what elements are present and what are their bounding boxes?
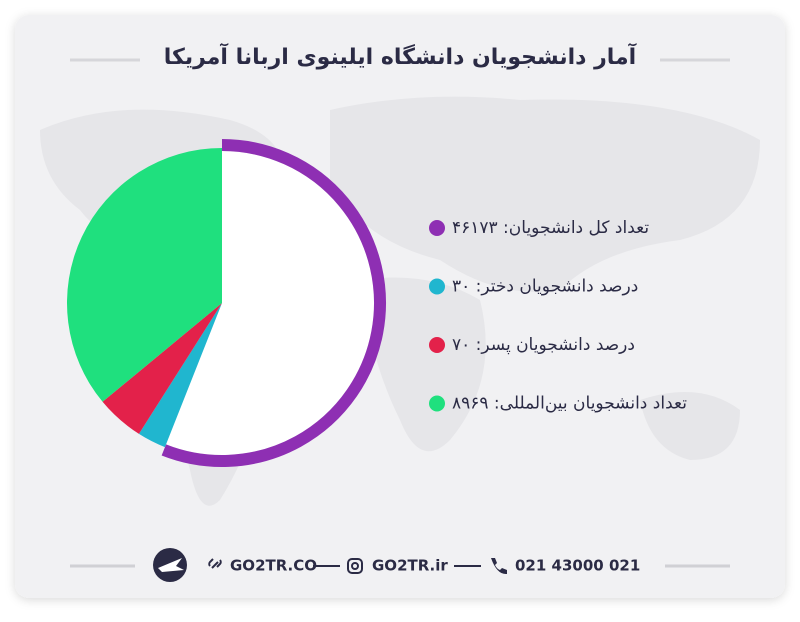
pie xyxy=(66,139,386,467)
legend-label: تعداد کل دانشجویان: ۴۶۱۷۳ xyxy=(452,218,649,238)
pie-slice xyxy=(102,303,222,434)
instagram: GO2TR.ir xyxy=(372,557,448,575)
legend: تعداد کل دانشجویان: ۴۶۱۷۳ درصد دانشجویان … xyxy=(429,218,687,414)
legend-swatch xyxy=(429,220,445,236)
pie-slice-rim xyxy=(161,139,386,467)
pie-slice xyxy=(66,148,222,402)
legend-label: تعداد دانشجویان بین‌المللی: ۸۹۶۹ xyxy=(452,394,687,414)
pie-slice xyxy=(166,151,375,455)
legend-swatch xyxy=(429,278,445,295)
legend-swatch xyxy=(429,337,445,353)
pie-slice xyxy=(138,303,222,448)
legend-label: درصد دانشجویان دختر: ۳۰ xyxy=(452,277,638,297)
phone-icon xyxy=(491,558,507,575)
logo-plane xyxy=(158,558,184,572)
legend-label: درصد دانشجویان پسر: ۷۰ xyxy=(452,335,635,355)
link-icon xyxy=(208,558,222,569)
phone: 021 43000 021 xyxy=(515,557,640,575)
footer: GO2TR.CO GO2TR.ir 021 43000 021 xyxy=(70,548,730,582)
instagram-icon xyxy=(347,558,363,574)
website: GO2TR.CO xyxy=(230,557,317,575)
instagram-icon-lens xyxy=(351,562,359,570)
chart-title: آمار دانشجویان دانشگاه ایلینوی اربانا آم… xyxy=(164,42,637,70)
legend-swatch xyxy=(429,395,445,412)
